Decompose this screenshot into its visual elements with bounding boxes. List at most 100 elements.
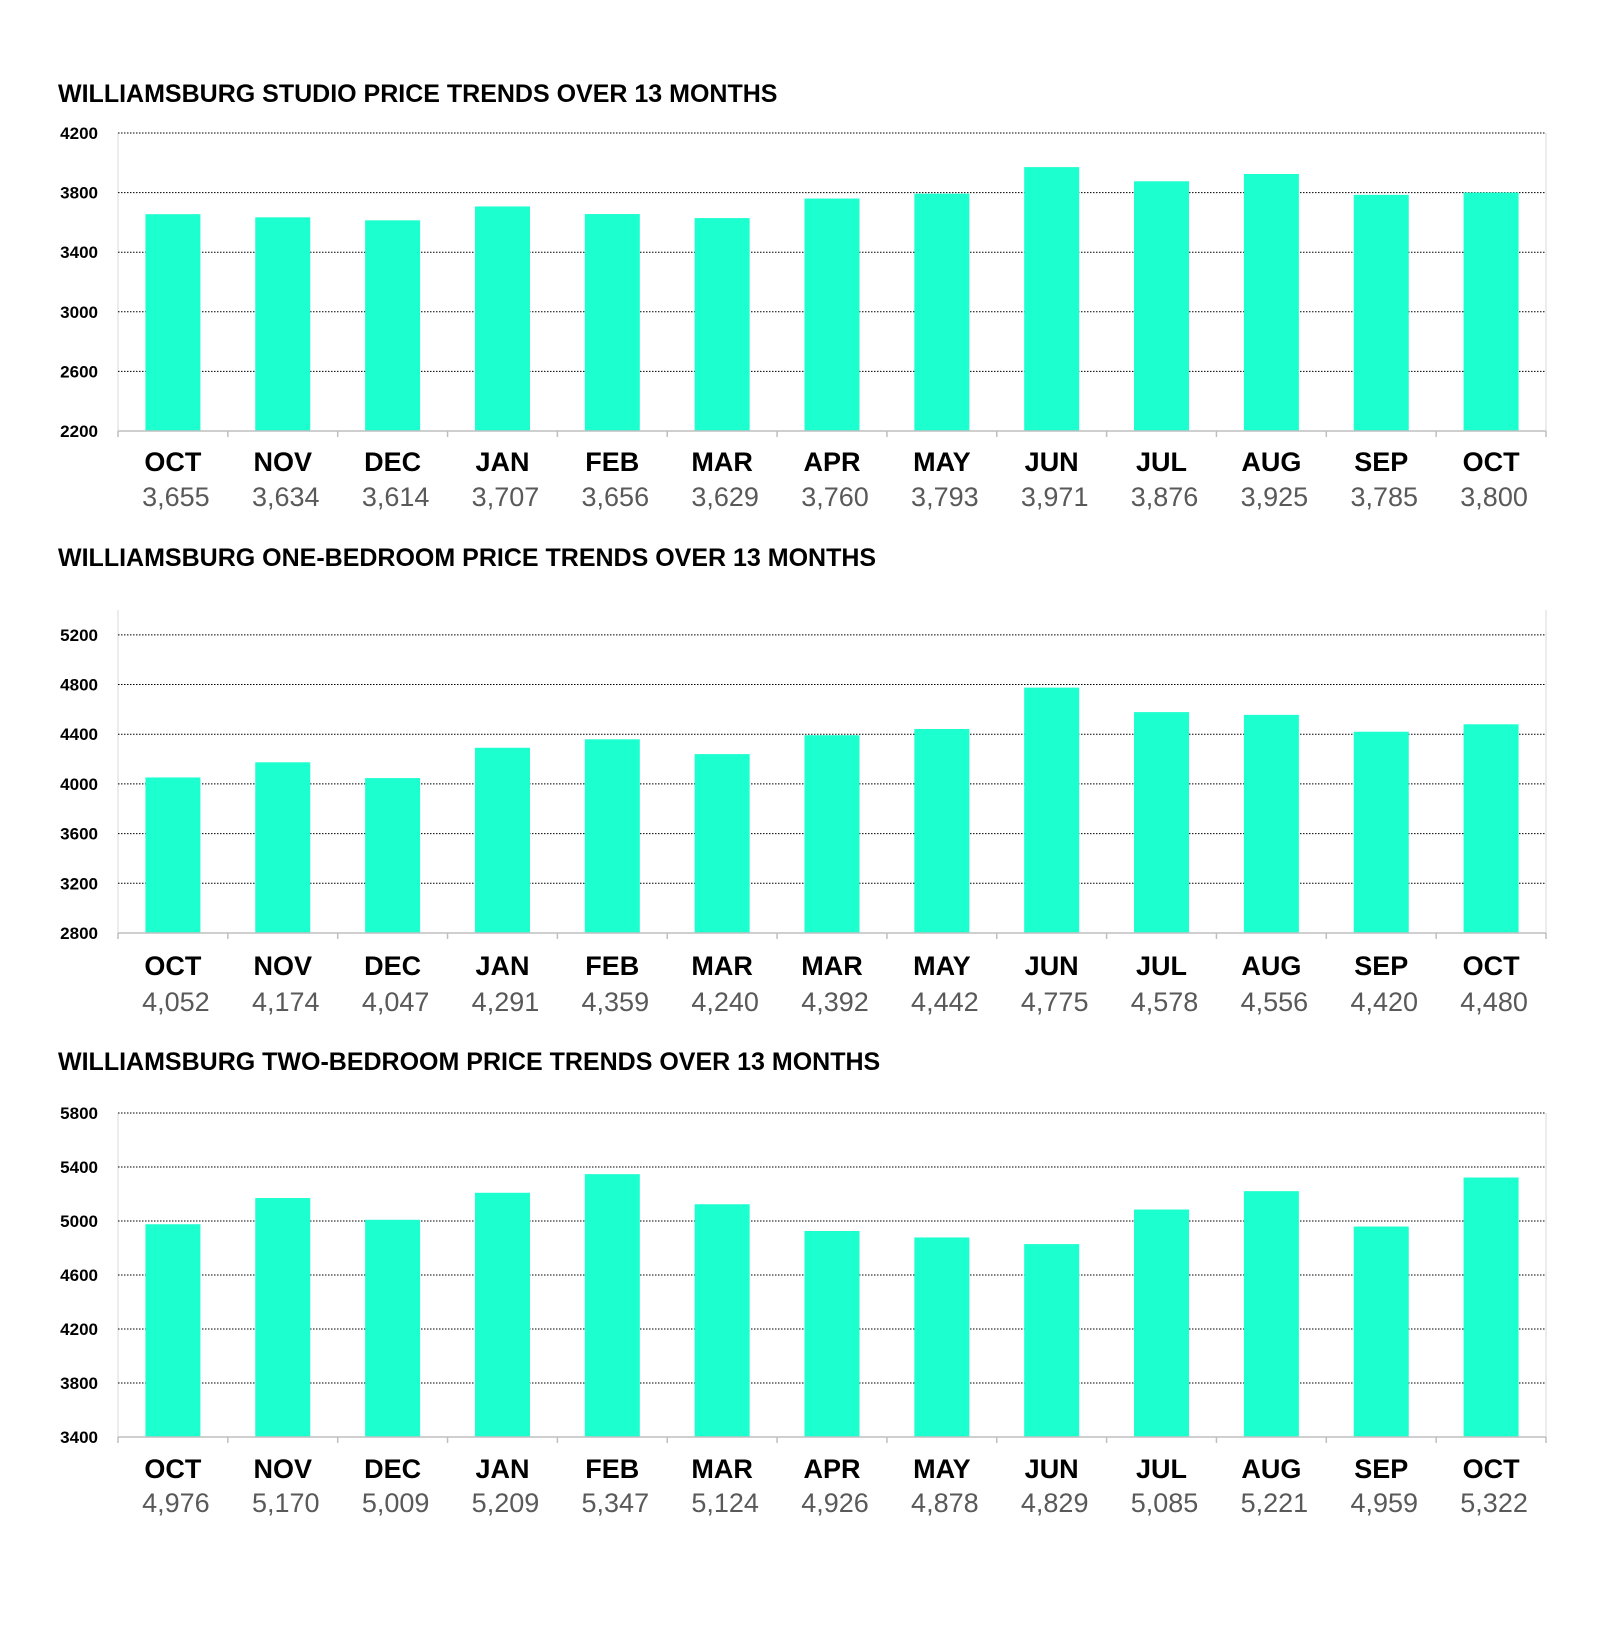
month-label: DEC [364,1454,421,1484]
bar[interactable] [1134,181,1190,431]
bar[interactable] [694,218,750,431]
bar[interactable] [584,214,640,431]
y-tick-label: 5200 [60,626,98,645]
value-label: 3,629 [691,482,759,512]
value-label: 3,971 [1021,482,1089,512]
bar[interactable] [1134,712,1190,933]
value-label: 3,655 [142,482,210,512]
month-label: JUL [1136,447,1187,477]
value-label: 5,124 [691,1488,759,1518]
bar[interactable] [365,220,421,431]
bar[interactable] [1243,1191,1299,1437]
chart-panel-1: WILLIAMSBURG STUDIO PRICE TRENDS OVER 13… [58,80,1547,512]
y-tick-label: 4000 [60,775,98,794]
month-label: DEC [364,951,421,981]
value-label: 4,392 [801,987,869,1017]
value-label: 4,829 [1021,1488,1089,1518]
bar[interactable] [145,1224,201,1437]
y-tick-label: 2600 [60,362,98,381]
value-label: 5,209 [472,1488,540,1518]
y-tick-label: 4400 [60,725,98,744]
value-label: 5,009 [362,1488,430,1518]
month-label: NOV [254,951,313,981]
bar[interactable] [804,735,860,933]
value-label: 4,291 [472,987,540,1017]
value-label: 4,047 [362,987,430,1017]
bar[interactable] [1353,194,1409,431]
y-tick-label: 4200 [60,1320,98,1339]
y-tick-label: 3800 [60,184,98,203]
value-label: 4,359 [582,987,650,1017]
bar[interactable] [474,1192,530,1437]
value-label: 4,174 [252,987,320,1017]
value-label: 3,634 [252,482,320,512]
bar[interactable] [255,762,311,933]
value-label: 4,420 [1350,987,1418,1017]
bar[interactable] [365,778,421,933]
value-label: 4,926 [801,1488,869,1518]
y-tick-label: 2200 [60,422,98,441]
month-label: MAY [913,447,971,477]
bar[interactable] [1024,687,1080,933]
bar[interactable] [474,747,530,933]
value-label: 5,221 [1241,1488,1309,1518]
y-tick-label: 3800 [60,1374,98,1393]
month-label: JUN [1025,1454,1079,1484]
bar[interactable] [145,214,201,431]
month-label: AUG [1241,447,1301,477]
y-tick-label: 5800 [60,1104,98,1123]
bar[interactable] [365,1219,421,1437]
y-tick-label: 3600 [60,825,98,844]
bar[interactable] [1353,731,1409,933]
bar[interactable] [1353,1226,1409,1437]
value-label: 3,876 [1131,482,1199,512]
value-label: 4,578 [1131,987,1199,1017]
value-label: 4,556 [1241,987,1309,1017]
bar[interactable] [584,739,640,933]
value-label: 3,925 [1241,482,1309,512]
bar[interactable] [255,1198,311,1437]
bar[interactable] [694,1204,750,1437]
month-label: MAR [691,447,753,477]
bar[interactable] [1463,1177,1519,1437]
chart-title: WILLIAMSBURG TWO-BEDROOM PRICE TRENDS OV… [58,1048,880,1076]
bar[interactable] [474,206,530,431]
value-label: 4,052 [142,987,210,1017]
bar[interactable] [1024,1244,1080,1437]
bar[interactable] [804,1230,860,1437]
bar[interactable] [1243,173,1299,431]
month-label: OCT [1463,1454,1521,1484]
bar[interactable] [584,1174,640,1437]
bar[interactable] [1134,1209,1190,1437]
value-label: 3,614 [362,482,430,512]
chart-panel-3: WILLIAMSBURG TWO-BEDROOM PRICE TRENDS OV… [58,1048,1547,1518]
month-label: APR [803,1454,860,1484]
value-label: 4,480 [1460,987,1528,1017]
value-label: 4,878 [911,1488,979,1518]
bar[interactable] [914,1237,970,1437]
month-label: FEB [585,951,639,981]
y-tick-label: 3400 [60,243,98,262]
month-label: JUN [1025,447,1079,477]
month-label: JUL [1136,951,1187,981]
bar[interactable] [914,729,970,933]
bar[interactable] [1463,724,1519,933]
bar[interactable] [914,193,970,431]
month-label: MAR [691,1454,753,1484]
month-label: MAY [913,951,971,981]
month-label: OCT [144,1454,202,1484]
bar[interactable] [804,198,860,431]
chart-title: WILLIAMSBURG ONE-BEDROOM PRICE TRENDS OV… [58,544,876,572]
value-label: 4,442 [911,987,979,1017]
bar[interactable] [1463,192,1519,431]
bar[interactable] [1024,167,1080,431]
bar[interactable] [255,217,311,431]
month-label: FEB [585,447,639,477]
value-label: 4,240 [691,987,759,1017]
bar[interactable] [694,754,750,933]
bar[interactable] [1243,714,1299,933]
bar[interactable] [145,777,201,933]
month-label: FEB [585,1454,639,1484]
